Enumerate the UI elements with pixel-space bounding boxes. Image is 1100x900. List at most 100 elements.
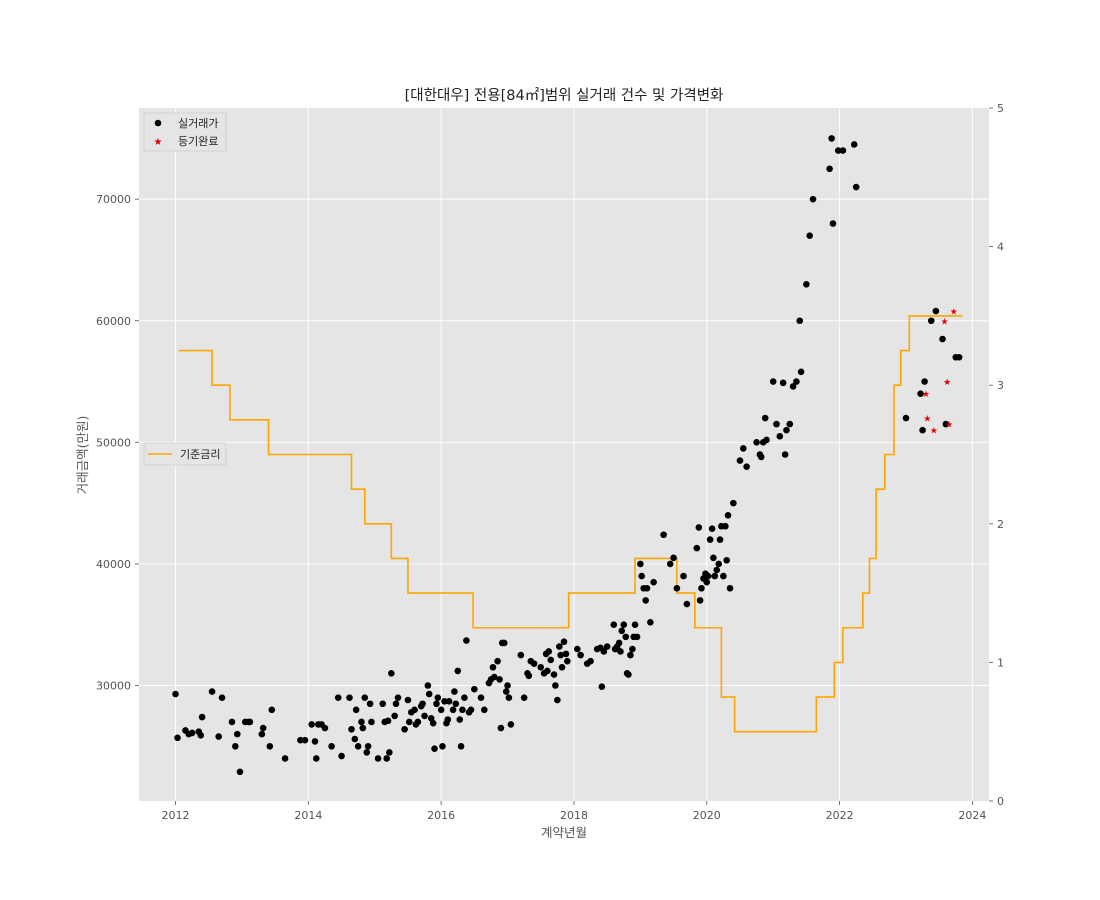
registered-point: ★ — [943, 378, 951, 388]
trade-point — [259, 724, 267, 732]
legend-registered-marker: ★ — [154, 137, 163, 148]
x-tick-label: 2018 — [560, 809, 588, 822]
legend-trade-label: 실거래가 — [178, 117, 218, 130]
trade-point — [715, 560, 723, 568]
legend-mid-box — [143, 442, 227, 466]
trade-point — [680, 572, 687, 580]
trade-point — [281, 755, 289, 762]
trade-point — [354, 742, 362, 750]
trade-point — [921, 378, 928, 385]
legend-mid: 기준금리 — [143, 442, 227, 466]
plot-background — [139, 108, 989, 801]
trade-point — [753, 439, 760, 446]
trade-point — [504, 682, 511, 689]
trade-point — [301, 736, 309, 744]
trade-point — [374, 755, 382, 762]
y-tick-label: 40000 — [96, 558, 131, 571]
trade-point — [650, 578, 657, 586]
trade-point — [218, 694, 226, 701]
trade-point — [698, 584, 705, 592]
trade-point — [834, 147, 842, 154]
trade-point — [359, 724, 367, 732]
trade-point — [405, 718, 413, 726]
trade-point — [457, 742, 465, 750]
trade-point — [556, 643, 563, 650]
trade-point — [600, 648, 608, 655]
trade-point — [622, 633, 630, 641]
trade-point — [352, 706, 360, 714]
trade-point — [723, 556, 730, 564]
registered-point: ★ — [923, 415, 931, 425]
trade-point — [268, 706, 276, 714]
trade-point — [670, 554, 677, 562]
trade-point — [364, 742, 372, 750]
trade-point — [615, 639, 623, 647]
rate-step-line — [178, 315, 963, 733]
trade-point — [598, 683, 606, 691]
trade-point — [414, 718, 422, 726]
y2-tick-label: 5 — [997, 102, 1004, 115]
y-axis-ticks: 30000 40000 50000 60000 70000 — [96, 193, 139, 693]
trade-point — [637, 560, 644, 568]
trade-point — [693, 544, 701, 552]
y2-tick-label: 3 — [997, 379, 1004, 392]
trade-point — [757, 453, 765, 461]
trade-point — [562, 650, 570, 658]
trade-point — [308, 721, 315, 728]
trade-point — [311, 738, 319, 745]
y-axis-label: 거래금액(만원) — [75, 416, 90, 495]
trade-point — [471, 685, 478, 693]
trade-point — [444, 716, 452, 723]
trade-point — [587, 657, 594, 665]
trade-point — [379, 700, 387, 708]
x-tick-label: 2014 — [294, 809, 322, 822]
legend-top: 실거래가 ★ 등기완료 — [143, 112, 227, 152]
trade-point — [638, 572, 645, 580]
y2-tick-label: 0 — [997, 795, 1004, 808]
trade-point — [361, 694, 369, 701]
trade-point — [490, 673, 498, 681]
trade-point — [955, 353, 963, 361]
trade-point — [806, 232, 813, 239]
trade-point — [545, 648, 553, 655]
trade-point — [433, 700, 440, 708]
trade-point — [366, 700, 374, 708]
registered-point: ★ — [940, 317, 948, 327]
trade-point — [829, 220, 837, 227]
trade-point — [730, 499, 737, 507]
legend-trade-marker — [154, 119, 162, 127]
trade-point — [828, 135, 835, 142]
legend-top-box — [143, 112, 227, 152]
trade-point — [233, 730, 241, 738]
trade-point — [902, 414, 910, 422]
trade-point — [564, 657, 571, 665]
trade-point — [776, 432, 784, 440]
trade-point — [552, 682, 559, 689]
trade-point — [297, 736, 304, 744]
trade-point — [481, 706, 488, 714]
trade-point — [647, 618, 654, 626]
trade-point — [419, 700, 426, 708]
trade-point — [560, 638, 568, 646]
trade-point — [839, 147, 847, 154]
trade-point — [384, 717, 392, 725]
trade-point — [454, 667, 462, 675]
trade-point — [441, 698, 448, 705]
trade-point — [919, 426, 926, 434]
trade-point — [429, 719, 437, 727]
trade-point — [610, 621, 618, 629]
trade-point — [174, 734, 181, 742]
trade-point — [618, 627, 626, 635]
y-tick-label: 30000 — [96, 680, 131, 693]
trade-point — [437, 706, 445, 714]
trade-point — [477, 694, 485, 701]
trade-point — [809, 195, 817, 203]
trade-point — [348, 725, 355, 733]
trade-point — [852, 183, 860, 191]
trade-point — [489, 663, 497, 671]
trade-point — [198, 713, 206, 721]
trade-point — [720, 572, 727, 580]
trade-point — [188, 729, 196, 737]
trade-point — [401, 725, 408, 733]
